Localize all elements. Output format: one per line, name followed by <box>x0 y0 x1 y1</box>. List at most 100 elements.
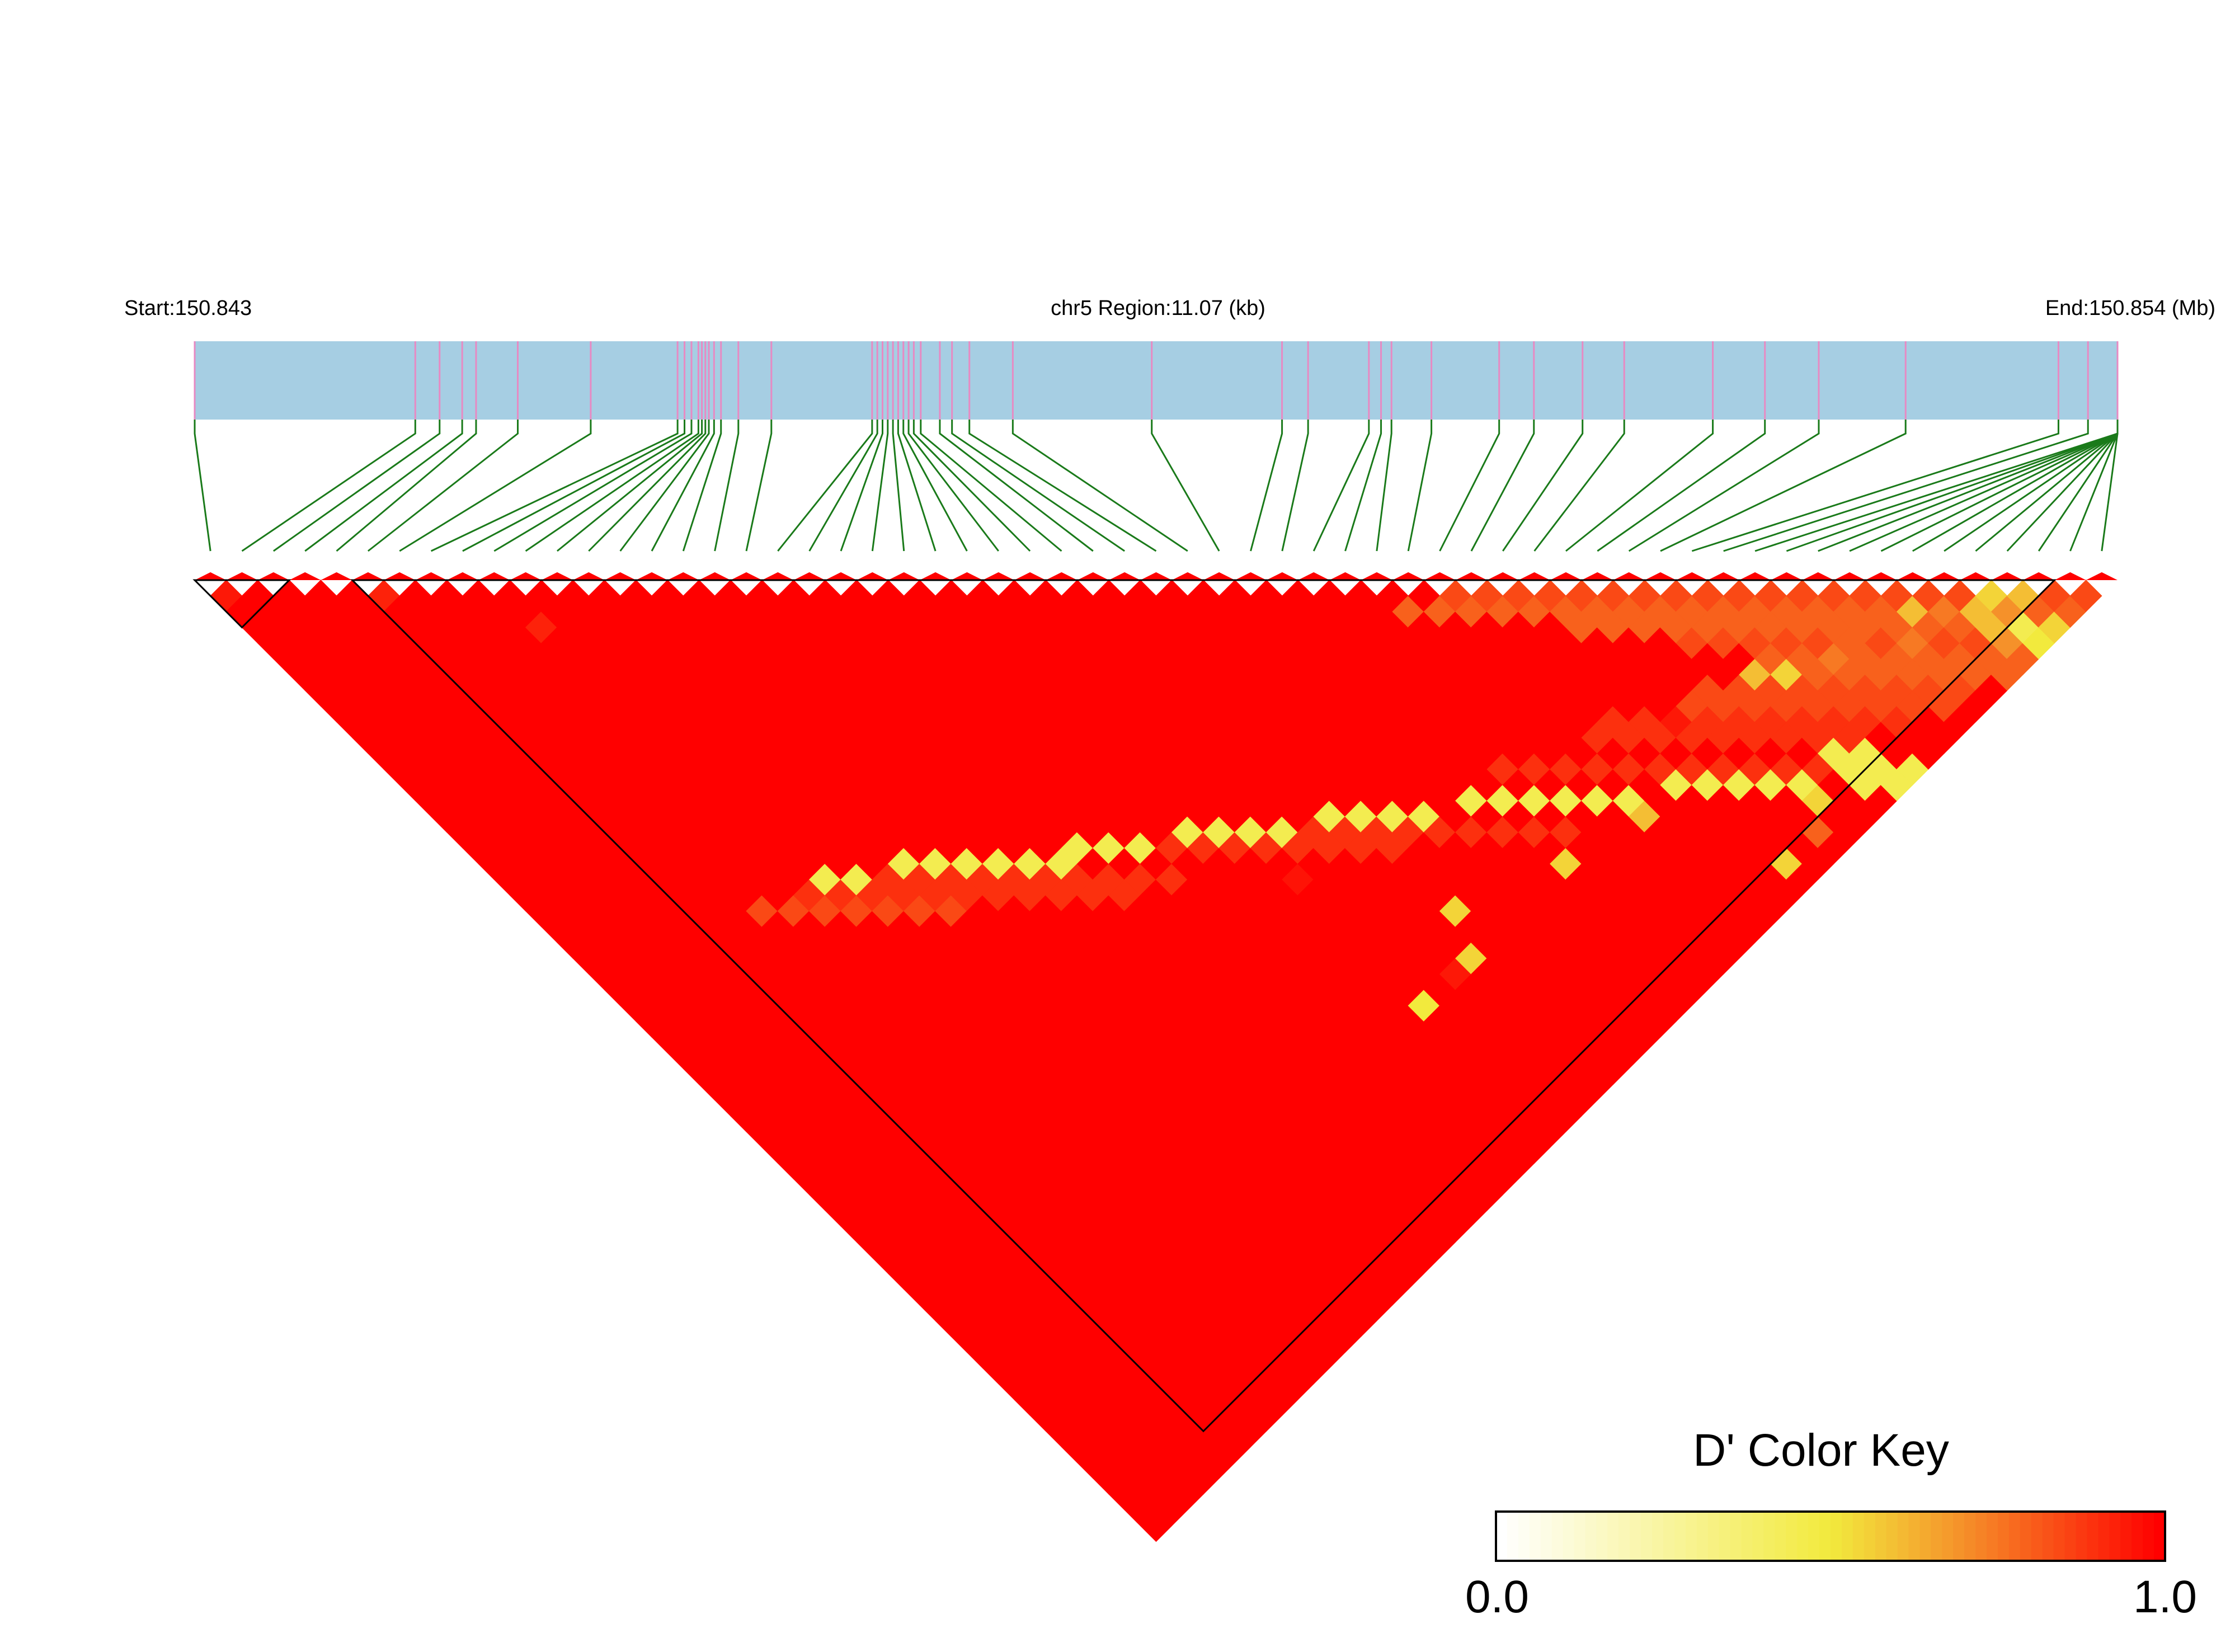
snp-connector <box>871 420 889 552</box>
color-key-step <box>1797 1512 1809 1561</box>
ld-top-notch <box>573 572 605 580</box>
ld-block-outline <box>192 579 291 629</box>
color-key-step <box>1596 1512 1608 1561</box>
snp-connector <box>241 420 416 552</box>
ld-block-outlines <box>192 579 2057 1433</box>
ld-top-notch <box>1518 572 1550 580</box>
ld-top-notch <box>195 572 227 580</box>
snp-connector <box>399 420 592 552</box>
snp-connector <box>939 420 1094 552</box>
snp-connector <box>304 420 463 552</box>
color-key-step <box>1585 1512 1597 1561</box>
ld-block-outline <box>350 579 2057 1433</box>
ld-top-notch <box>1928 572 1960 580</box>
snp-connector <box>525 420 699 552</box>
snp-connector <box>951 420 1126 552</box>
ld-top-notch <box>888 572 920 580</box>
snp-connector <box>1660 420 1907 552</box>
ld-top-notch <box>762 572 794 580</box>
ld-top-notch <box>730 572 763 580</box>
snp-connector <box>892 420 905 552</box>
ld-top-notch <box>1897 572 1928 580</box>
ld-top-notch <box>384 572 416 580</box>
ld-cell <box>2069 580 2102 613</box>
snp-connector <box>272 420 441 552</box>
color-key-step <box>1730 1512 1742 1561</box>
color-key-step <box>1663 1512 1675 1561</box>
snp-connector <box>588 420 707 552</box>
color-key-step <box>1719 1512 1731 1561</box>
color-key-step <box>1964 1512 1976 1561</box>
color-key-step <box>1897 1512 1909 1561</box>
ld-top-notch <box>1582 572 1613 580</box>
region-label: chr5 Region:11.07 (kb) <box>1051 296 1265 320</box>
snp-connector <box>808 420 878 552</box>
color-key-step <box>1953 1512 1965 1561</box>
color-key-step <box>2020 1512 2032 1561</box>
snp-connector <box>968 420 1157 552</box>
snp-connector <box>1407 420 1433 552</box>
snp-connector <box>557 420 703 552</box>
snp-connector <box>651 420 715 552</box>
snp-connector <box>462 420 686 552</box>
ld-top-notch <box>2022 572 2055 580</box>
ld-top-notch <box>825 572 857 580</box>
color-key-step <box>2109 1512 2121 1561</box>
ld-top-notch <box>919 572 952 580</box>
color-key-step <box>1574 1512 1586 1561</box>
snp-connector <box>430 420 679 552</box>
ld-top-notch <box>1802 572 1834 580</box>
ld-top-notch <box>1644 572 1677 580</box>
snp-connector <box>194 420 211 552</box>
ld-top-notch <box>1140 572 1172 580</box>
ld-top-notch <box>699 572 731 580</box>
color-key-step <box>1908 1512 1921 1561</box>
ld-top-notch <box>1833 572 1866 580</box>
ld-top-notch <box>321 572 352 580</box>
color-key-step <box>1696 1512 1709 1561</box>
color-key-step <box>1685 1512 1697 1561</box>
color-key-step <box>1507 1512 1519 1561</box>
color-key-step <box>1551 1512 1564 1561</box>
ld-top-notch <box>1392 572 1424 580</box>
ld-top-notch <box>793 572 825 580</box>
ld-top-notch <box>510 572 542 580</box>
ld-top-notch <box>982 572 1014 580</box>
snp-connector <box>1691 420 2059 552</box>
snp-connector <box>777 420 873 552</box>
color-key-step <box>1752 1512 1765 1561</box>
color-key-step <box>1607 1512 1620 1561</box>
color-key-border <box>1495 1510 2166 1562</box>
ld-top-notch <box>667 572 699 580</box>
ld-top-notch <box>2086 572 2118 580</box>
ld-top-notch <box>1108 572 1141 580</box>
ld-top-notch <box>1266 572 1298 580</box>
snp-connector <box>619 420 710 552</box>
color-key-step <box>1831 1512 1842 1561</box>
color-key-step <box>1808 1512 1820 1561</box>
color-key-step <box>1819 1512 1831 1561</box>
snp-connector <box>1281 420 1309 552</box>
ld-top-notch <box>352 572 384 580</box>
ld-top-notch <box>289 572 321 580</box>
ld-top-notch <box>1865 572 1897 580</box>
color-key-step <box>1652 1512 1664 1561</box>
ld-top-notch <box>1960 572 1992 580</box>
color-key-step <box>1529 1512 1541 1561</box>
ld-top-notch <box>1613 572 1645 580</box>
color-key-step <box>1919 1512 1932 1561</box>
ld-top-notch <box>1991 572 2023 580</box>
color-key-step <box>1641 1512 1653 1561</box>
snp-connector <box>840 420 883 552</box>
snp-connector <box>1250 420 1283 552</box>
ld-top-notch <box>1046 572 1077 580</box>
ld-top-notch <box>1077 572 1109 580</box>
color-key-step <box>2132 1512 2143 1561</box>
ld-top-notch <box>446 572 479 580</box>
snp-connector <box>912 420 1031 552</box>
start-label: Start:150.843 <box>124 296 252 320</box>
ld-top-notch <box>1487 572 1519 580</box>
color-key-step <box>2143 1512 2154 1561</box>
snp-connector <box>920 420 1062 552</box>
color-key-step <box>2154 1512 2166 1561</box>
